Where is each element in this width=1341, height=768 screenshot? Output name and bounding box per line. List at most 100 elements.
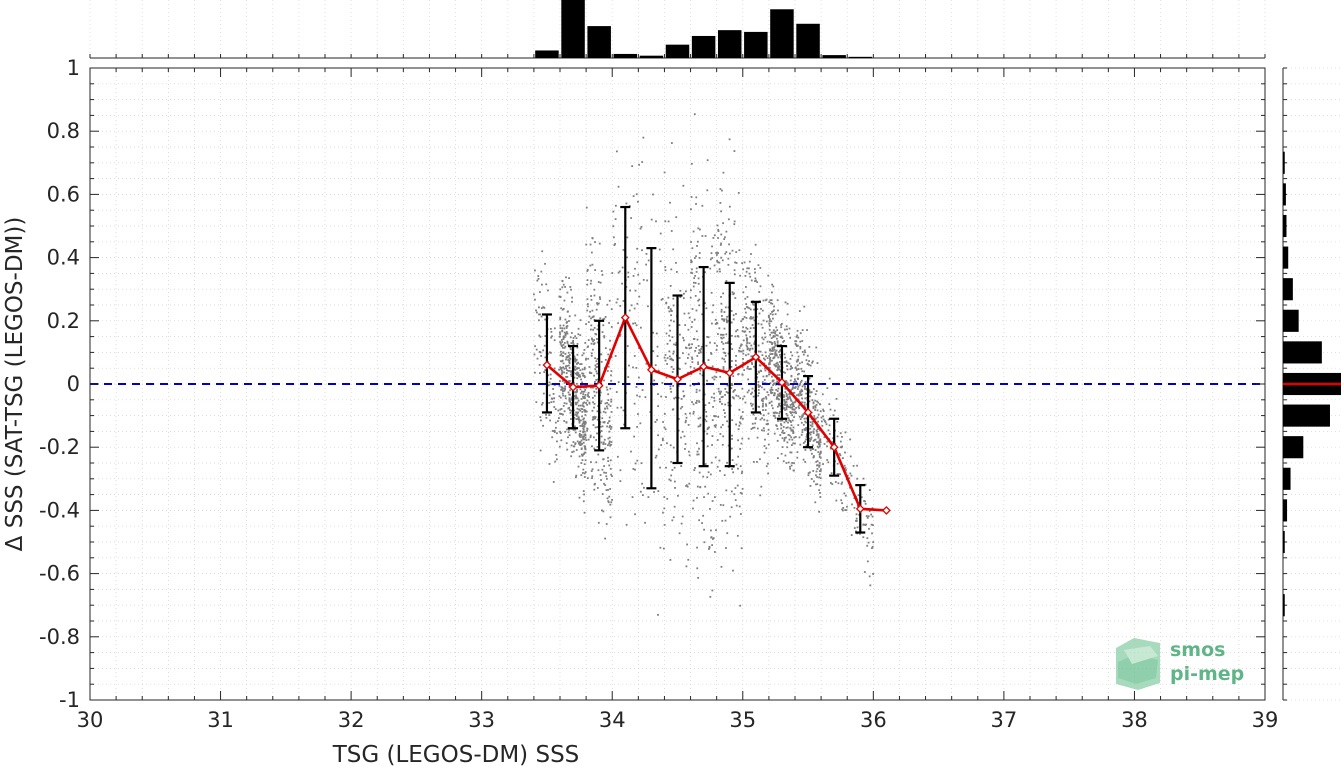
scatter-point bbox=[763, 451, 766, 454]
scatter-point bbox=[726, 320, 729, 322]
scatter-point bbox=[609, 339, 611, 342]
scatter-point bbox=[848, 477, 850, 480]
scatter-point bbox=[721, 259, 724, 262]
scatter-point bbox=[814, 393, 817, 396]
scatter-point bbox=[803, 417, 806, 420]
scatter-point bbox=[727, 263, 730, 266]
scatter-point bbox=[573, 355, 576, 358]
scatter-point bbox=[590, 354, 593, 357]
scatter-point bbox=[866, 516, 869, 519]
scatter-point bbox=[730, 384, 732, 387]
scatter-point bbox=[559, 327, 562, 330]
scatter-point bbox=[684, 362, 687, 365]
scatter-point bbox=[559, 354, 562, 357]
scatter-point bbox=[740, 547, 743, 550]
scatter-point bbox=[566, 310, 569, 313]
scatter-point bbox=[575, 411, 578, 414]
scatter-point bbox=[604, 537, 607, 540]
scatter-point bbox=[703, 541, 706, 544]
scatter-point bbox=[799, 382, 802, 385]
scatter-point bbox=[788, 395, 791, 398]
scatter-point bbox=[584, 436, 587, 439]
scatter-point bbox=[684, 419, 687, 422]
scatter-point bbox=[670, 268, 673, 271]
scatter-point bbox=[798, 310, 801, 312]
scatter-point bbox=[818, 476, 821, 479]
scatter-point bbox=[585, 439, 588, 442]
scatter-point bbox=[619, 333, 622, 336]
scatter-point bbox=[713, 378, 716, 381]
scatter-point bbox=[708, 402, 711, 404]
scatter-point bbox=[725, 547, 727, 549]
scatter-point bbox=[715, 254, 718, 256]
scatter-point bbox=[566, 291, 569, 294]
scatter-point bbox=[561, 370, 564, 373]
scatter-point bbox=[809, 447, 811, 450]
scatter-point bbox=[597, 302, 600, 305]
scatter-point bbox=[789, 427, 792, 430]
scatter-point bbox=[559, 396, 562, 399]
scatter-point bbox=[635, 324, 638, 327]
scatter-point bbox=[803, 370, 805, 373]
scatter-point bbox=[610, 443, 612, 446]
scatter-point bbox=[666, 442, 668, 445]
scatter-point bbox=[802, 423, 805, 426]
right-histogram-bar bbox=[1283, 309, 1299, 332]
top-histogram-bar bbox=[744, 31, 768, 58]
scatter-point bbox=[867, 541, 870, 544]
scatter-point bbox=[591, 263, 594, 266]
scatter-point bbox=[812, 401, 815, 404]
scatter-point bbox=[697, 417, 700, 420]
scatter-point bbox=[770, 392, 773, 395]
scatter-point bbox=[687, 353, 690, 356]
scatter-point bbox=[783, 353, 786, 356]
scatter-point bbox=[788, 438, 791, 441]
scatter-point bbox=[702, 475, 705, 478]
scatter-point bbox=[707, 336, 710, 339]
scatter-point bbox=[779, 394, 781, 396]
scatter-point bbox=[671, 469, 674, 471]
scatter-point bbox=[619, 469, 622, 472]
scatter-point bbox=[868, 489, 871, 492]
scatter-point bbox=[589, 436, 592, 439]
scatter-point bbox=[605, 471, 607, 474]
scatter-point bbox=[694, 350, 697, 352]
scatter-point bbox=[725, 319, 728, 322]
scatter-point bbox=[583, 511, 586, 514]
scatter-point bbox=[583, 368, 586, 371]
scatter-point bbox=[782, 426, 785, 428]
scatter-point bbox=[775, 326, 778, 329]
right-histogram-bar bbox=[1283, 436, 1304, 459]
scatter-point bbox=[593, 342, 596, 345]
scatter-point bbox=[723, 318, 726, 321]
scatter-point bbox=[687, 312, 690, 315]
scatter-point bbox=[558, 295, 561, 298]
scatter-point bbox=[797, 394, 800, 397]
scatter-point bbox=[575, 382, 578, 385]
scatter-point bbox=[677, 494, 679, 497]
scatter-point bbox=[565, 321, 568, 324]
scatter-point bbox=[713, 234, 716, 237]
scatter-point bbox=[578, 374, 581, 377]
scatter-point bbox=[576, 412, 579, 415]
logo-text-smos: smos bbox=[1170, 639, 1225, 661]
scatter-point bbox=[726, 315, 728, 318]
scatter-point bbox=[775, 349, 778, 352]
scatter-point bbox=[680, 398, 683, 400]
scatter-point bbox=[548, 463, 551, 465]
scatter-point bbox=[695, 402, 698, 404]
scatter-point bbox=[567, 369, 570, 372]
scatter-point bbox=[734, 261, 736, 264]
scatter-point bbox=[790, 421, 792, 423]
scatter-point bbox=[610, 398, 613, 401]
scatter-point bbox=[801, 414, 804, 417]
scatter-point bbox=[735, 394, 738, 397]
scatter-point bbox=[862, 477, 865, 480]
scatter-point bbox=[853, 506, 856, 509]
scatter-point bbox=[707, 492, 710, 495]
scatter-point bbox=[764, 409, 767, 411]
scatter-point bbox=[697, 345, 700, 347]
scatter-point bbox=[690, 260, 693, 263]
right-histogram-bar bbox=[1283, 499, 1288, 522]
x-tick-label: 36 bbox=[860, 708, 887, 732]
